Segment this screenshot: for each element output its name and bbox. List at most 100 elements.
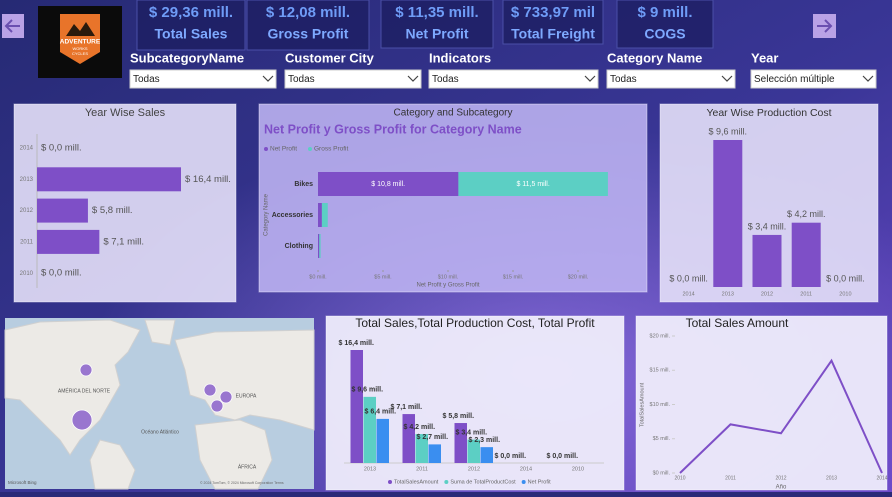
map-bubble[interactable] (79, 363, 93, 377)
dropdown[interactable] (606, 69, 736, 89)
chart-title: Total Sales Amount (686, 316, 789, 330)
dropdown-chevron[interactable] (407, 75, 419, 82)
map-land (194, 419, 273, 490)
dropdown[interactable] (284, 69, 422, 89)
bar-segment (318, 172, 459, 196)
chart-title: Category and Subcategory (394, 108, 513, 119)
x-tick-label: 2012 (761, 291, 773, 297)
arrow-icon[interactable] (4, 19, 20, 33)
y-tick-label: $20 mill. (650, 333, 671, 339)
data-label: $ 0,0 mill. (669, 273, 708, 283)
slicer[interactable]: Customer City Todas (284, 50, 422, 89)
x-tick-label: 2010 (674, 475, 685, 481)
next-button[interactable] (813, 14, 836, 38)
slicer[interactable]: Indicators Todas (428, 50, 599, 89)
map-bubble[interactable] (210, 399, 224, 413)
dropdown-value[interactable]: Todas (133, 74, 160, 85)
dropdown-chevron[interactable] (862, 75, 874, 82)
map: AMÉRICA DEL NORTE Océano Atlántico EUROPA Á… (4, 318, 315, 490)
bar (37, 198, 88, 223)
kpi-value: $ 9 mill. (637, 4, 692, 21)
dropdown-chevron[interactable] (584, 75, 596, 82)
data-label: $ 9,6 mill. (352, 387, 384, 394)
x-tick-label: 2013 (364, 466, 376, 472)
dropdown[interactable] (428, 69, 599, 89)
data-label: $ 6,4 mill. (365, 409, 397, 416)
kpi-label: COGS (644, 26, 685, 42)
kpi-value: $ 733,97 mil (511, 4, 595, 21)
slicer-label: Customer City (285, 50, 375, 65)
kpi-bg (616, 0, 714, 49)
dropdown-value[interactable]: Todas (610, 74, 637, 85)
line (679, 358, 883, 474)
bar (402, 414, 415, 463)
x-tick-label: 2013 (722, 291, 734, 297)
arrow-icon[interactable] (817, 19, 833, 33)
card (635, 315, 888, 491)
legend-marker (521, 480, 526, 484)
x-tick-label: 2011 (725, 475, 736, 481)
bar (363, 396, 376, 463)
x-tick-label: $0 mill. (309, 274, 327, 280)
slicer[interactable]: Category Name Todas (606, 50, 736, 89)
data-label: $ 9,6 mill. (709, 126, 748, 136)
dropdown-chevron[interactable] (721, 75, 733, 82)
kpi-label: Net Profit (406, 26, 469, 42)
map-bubble[interactable] (71, 409, 93, 431)
map-bubble[interactable] (219, 390, 233, 404)
map-label: ÁFRICA (238, 463, 257, 470)
map-attribution: © 2024 TomTom, © 2024 Microsoft Corporat… (200, 481, 284, 485)
logo-text: CYCLES (72, 51, 88, 56)
bar-segment (458, 172, 608, 196)
data-label: $ 3,4 mill. (748, 221, 787, 231)
legend-label: Net Profit (528, 479, 551, 485)
slicer[interactable]: Year Selección múltiple (750, 50, 877, 89)
y-tick-label: $5 mill. (653, 436, 671, 442)
dropdown[interactable] (750, 69, 877, 89)
map-land (4, 319, 141, 456)
x-tick-label: 2011 (800, 291, 812, 297)
kpi-bg (380, 0, 494, 49)
chart-title: Total Sales,Total Production Cost, Total… (355, 316, 595, 330)
y-tick-label: Clothing (285, 243, 313, 250)
dropdown-value[interactable]: Todas (432, 74, 459, 85)
data-label: $ 2,7 mill. (417, 434, 449, 441)
data-label: $ 7,1 mill. (103, 236, 144, 247)
y-tick-label: 2014 (20, 146, 34, 152)
map-land (144, 319, 176, 346)
kpi-bg (246, 0, 370, 51)
dropdown-value[interactable]: Selección múltiple (754, 74, 835, 85)
x-tick-label: $20 mill. (568, 274, 589, 280)
kpi-value: $ 11,35 mill. (395, 4, 478, 21)
dropdown[interactable] (129, 69, 277, 89)
bar-segment (319, 234, 321, 258)
x-tick-label: 2010 (839, 291, 851, 297)
bar (37, 229, 100, 254)
bar (428, 444, 441, 463)
bar-segment (321, 203, 328, 227)
back-button[interactable] (2, 14, 24, 38)
x-tick-label: 2014 (876, 475, 887, 481)
dropdown-chevron[interactable] (262, 75, 274, 82)
kpi-value: $ 12,08 mill. (266, 4, 350, 21)
map-bubble[interactable] (203, 383, 217, 397)
dropdown-value[interactable]: Todas (288, 74, 315, 85)
data-label: $ 7,1 mill. (391, 404, 423, 411)
kpi-card: $ 11,35 mill. Net Profit (380, 0, 494, 49)
slicer-label: Indicators (429, 50, 491, 65)
legend-label: Suma de TotalProductCost (450, 479, 516, 485)
kpi-bg (502, 0, 604, 45)
bar (752, 234, 782, 287)
slicer[interactable]: SubcategoryName Todas (129, 50, 277, 89)
chart-subtitle: Net Profit y Gross Profit for Category N… (264, 122, 522, 136)
logo-text: ADVENTURE (60, 39, 101, 46)
data-label: $ 0,0 mill. (826, 273, 865, 283)
bar-segment (318, 234, 320, 258)
logo-mountain (66, 22, 95, 36)
bar (467, 439, 480, 463)
kpi-card: $ 9 mill. COGS (616, 0, 714, 49)
bar (37, 167, 181, 192)
y-tick-label: Accessories (272, 212, 313, 219)
legend-marker (264, 147, 268, 151)
x-tick-label: 2014 (520, 466, 532, 472)
